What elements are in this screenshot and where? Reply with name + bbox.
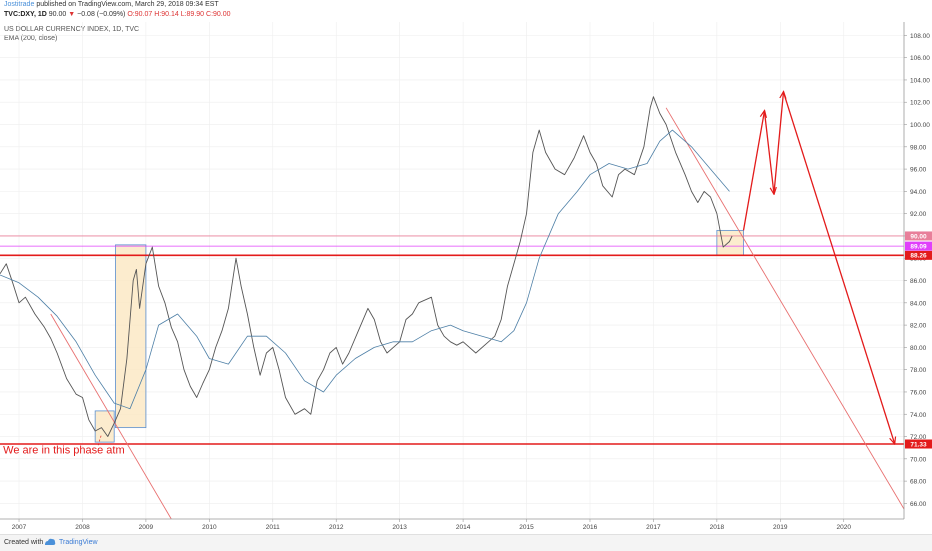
highlight-box (115, 244, 147, 429)
highlight-box (94, 410, 115, 443)
x-tick-label: 2014 (456, 524, 471, 531)
publisher-name[interactable]: Jostitrade (4, 1, 35, 8)
y-tick-label: 100.00 (910, 122, 930, 129)
chart-series (0, 96, 733, 437)
ema-series-line (0, 129, 730, 410)
open-value: O:90.07 (127, 11, 153, 18)
tradingview-logo-icon (45, 538, 56, 545)
y-tick-label: 92.00 (910, 211, 927, 218)
symbol-name: TVC:DXY, 1D (4, 11, 47, 18)
x-tick-label: 2012 (329, 524, 344, 531)
footer-bar: Created with TradingView (0, 534, 932, 551)
x-tick-label: 2016 (583, 524, 598, 531)
publisher-line: Jostitrade published on TradingView.com,… (4, 1, 219, 8)
y-tick-label: 80.00 (910, 345, 927, 352)
y-tick-label: 78.00 (910, 367, 927, 374)
series-title: US DOLLAR CURRENCY INDEX, 1D, TVC (4, 26, 140, 33)
x-tick-label: 2020 (836, 524, 851, 531)
phase-annotation-pointer (97, 434, 102, 446)
y-tick-label: 70.00 (910, 456, 927, 463)
y-tick-label: 96.00 (910, 167, 927, 174)
high-value: H:90.14 (154, 11, 179, 18)
trend-lines (50, 107, 905, 520)
y-tick-label: 66.00 (910, 501, 927, 508)
projection-segment (773, 92, 784, 194)
projection-segment (742, 111, 765, 231)
x-tick-label: 2010 (202, 524, 217, 531)
projection-segment (763, 111, 774, 193)
price-label-box (905, 241, 932, 251)
price-label-text: 90.00 (910, 233, 927, 240)
y-tick-label: 108.00 (910, 33, 930, 40)
x-tick-label: 2015 (519, 524, 534, 531)
highlight-boxes (94, 229, 744, 443)
price-change: −0.08 (−0.09%) (77, 11, 126, 18)
price-label-text: 71.33 (910, 441, 927, 448)
y-tick-label: 82.00 (910, 323, 927, 330)
y-tick-label: 86.00 (910, 278, 927, 285)
price-label-text: 88.26 (910, 253, 927, 260)
y-tick-label: 104.00 (910, 77, 930, 84)
price-label-box (905, 231, 932, 241)
y-tick-label: 68.00 (910, 479, 927, 486)
price-labels: 88.26 71.33 90.00 89.09 (905, 231, 932, 449)
symbol-line: TVC:DXY, 1D 90.00 ▼ −0.08 (−0.09%) O:90.… (4, 11, 231, 18)
close-value: C:90.00 (206, 11, 231, 18)
price-label-box (905, 439, 932, 449)
trend-line (665, 107, 905, 510)
price-label-text: 89.09 (910, 243, 927, 250)
price-label-box (905, 250, 932, 260)
y-tick-label: 106.00 (910, 55, 930, 62)
projection-path (742, 92, 895, 443)
x-tick-label: 2017 (646, 524, 661, 531)
x-tick-label: 2019 (773, 524, 788, 531)
x-tick-label: 2011 (266, 524, 280, 531)
published-text: published on TradingView.com, March 29, … (36, 1, 219, 8)
last-price: 90.00 (48, 11, 67, 18)
y-tick-label: 102.00 (910, 100, 930, 107)
low-value: L:89.90 (180, 11, 205, 18)
price-series-line (0, 96, 733, 437)
x-tick-label: 2013 (392, 524, 407, 531)
y-tick-label: 74.00 (910, 412, 927, 419)
price-chart[interactable]: 66.00 68.00 70.00 72.00 74.00 76.00 78.00 80.00… (0, 20, 932, 534)
tradingview-brand[interactable]: TradingView (59, 539, 98, 546)
x-tick-label: 2007 (12, 524, 27, 531)
y-tick-label: 76.00 (910, 389, 927, 396)
y-tick-label: 84.00 (910, 300, 927, 307)
indicator-title: EMA (200, close) (4, 35, 58, 42)
y-tick-label: 72.00 (910, 434, 927, 441)
x-tick-label: 2009 (139, 524, 154, 531)
phase-annotation-text: We are in this phase atm (3, 444, 124, 456)
projection-segment (782, 92, 894, 443)
time-axis[interactable]: 2007 2008 2009 2010 2011 2012 2013 2014 2015 2016… (0, 518, 904, 531)
down-arrow-icon: ▼ (68, 11, 76, 18)
chart-annotations: We are in this phase atm (3, 434, 125, 456)
y-tick-label: 94.00 (910, 189, 927, 196)
trend-line (50, 313, 172, 520)
x-tick-label: 2008 (75, 524, 90, 531)
x-tick-label: 2018 (710, 524, 725, 531)
created-with-text: Created with (4, 539, 44, 546)
y-tick-label: 98.00 (910, 144, 927, 151)
